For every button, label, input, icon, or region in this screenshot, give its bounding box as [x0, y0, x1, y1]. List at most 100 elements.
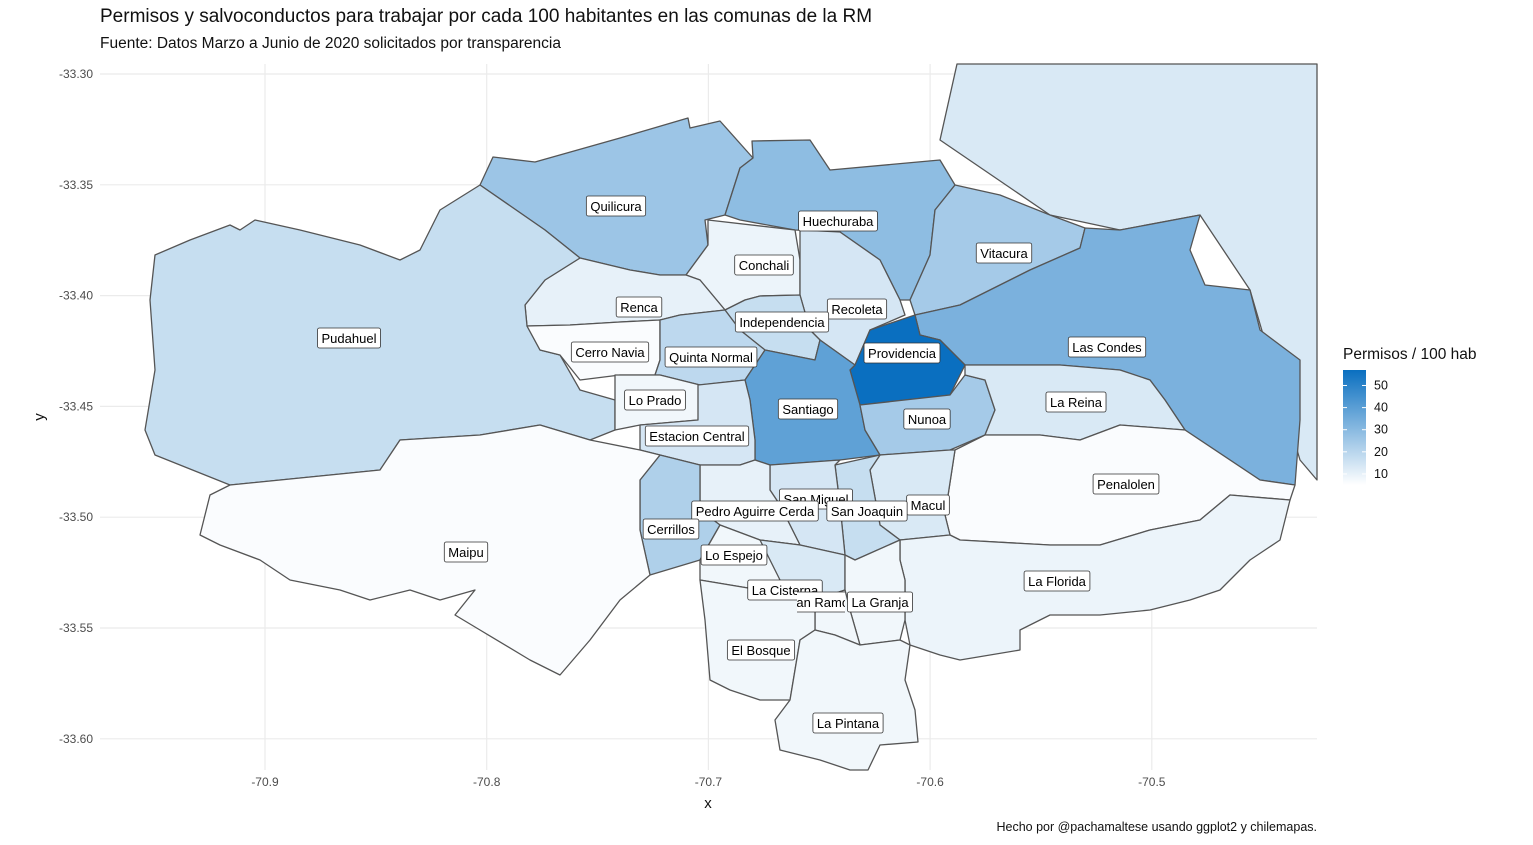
label-san-joaquin: San Joaquin: [826, 500, 908, 522]
y-tick-label: -33.60: [59, 732, 93, 746]
y-tick-label: -33.40: [59, 289, 93, 303]
label-box: [1023, 570, 1091, 592]
label-text: Conchali: [739, 258, 790, 273]
y-tick-label: -33.35: [59, 178, 93, 192]
label-box: [1092, 473, 1160, 495]
label-estacion-central: Estacion Central: [644, 425, 750, 447]
label-text: Maipu: [448, 545, 483, 560]
label-text: San Joaquin: [831, 504, 903, 519]
label-box: [644, 425, 750, 447]
label-huechuraba: Huechuraba: [798, 210, 878, 232]
label-text: La Reina: [1050, 395, 1103, 410]
label-la-granja: La Granja: [847, 591, 913, 613]
label-pudahuel: Pudahuel: [317, 327, 381, 349]
label-text: La Granja: [851, 595, 909, 610]
label-box: [903, 408, 951, 430]
label-providencia: Providencia: [863, 342, 941, 364]
label-box: [798, 210, 878, 232]
x-tick-label: -70.5: [1138, 775, 1166, 789]
label-text: Vitacura: [980, 246, 1028, 261]
legend-tick-label: 30: [1374, 423, 1388, 437]
label-text: Renca: [620, 300, 658, 315]
label-box: [443, 541, 489, 563]
axes: -70.9 -70.8 -70.7 -70.6 -70.5 -33.30 -33.35 -33…: [31, 67, 1166, 812]
map-subtitle: Fuente: Datos Marzo a Junio de 2020 soli…: [100, 35, 561, 52]
label-text: Penalolen: [1097, 477, 1155, 492]
label-text: Lo Prado: [629, 393, 682, 408]
y-tick-label: -33.50: [59, 510, 93, 524]
label-box: [734, 254, 794, 276]
label-box: [642, 518, 700, 540]
y-axis-title: y: [31, 413, 48, 421]
label-box: [1045, 391, 1107, 413]
legend-title: Permisos / 100 hab: [1343, 346, 1477, 363]
label-vitacura: Vitacura: [975, 242, 1033, 264]
label-text: Estacion Central: [649, 429, 744, 444]
label-text: El Bosque: [731, 643, 790, 658]
label-renca: Renca: [615, 296, 663, 318]
x-tick-label: -70.9: [251, 775, 279, 789]
legend-colorbar: 10 20 30 40 50: [1343, 370, 1388, 485]
x-tick-label: -70.8: [473, 775, 501, 789]
label-conchali: Conchali: [734, 254, 794, 276]
label-las-condes: Las Condes: [1067, 336, 1147, 358]
label-cerrillos: Cerrillos: [642, 518, 700, 540]
label-box: [624, 389, 686, 411]
label-quinta-normal: Quinta Normal: [664, 346, 758, 368]
label-la-florida: La Florida: [1023, 570, 1091, 592]
label-box: [585, 195, 647, 217]
label-text: La Pintana: [817, 716, 880, 731]
label-text: Macul: [911, 498, 946, 513]
legend-tick-label: 20: [1374, 445, 1388, 459]
legend-tick-label: 10: [1374, 467, 1388, 481]
label-box: [570, 341, 650, 363]
map-caption: Hecho por @pachamaltese usando ggplot2 y…: [996, 820, 1317, 834]
map-title: Permisos y salvoconductos para trabajar …: [100, 6, 873, 27]
label-lo-prado: Lo Prado: [624, 389, 686, 411]
label-box: [826, 500, 908, 522]
label-nunoa: Nunoa: [903, 408, 951, 430]
label-text: Lo Espejo: [705, 548, 763, 563]
x-tick-label: -70.6: [916, 775, 944, 789]
label-la-reina: La Reina: [1045, 391, 1107, 413]
legend: Permisos / 100 hab: [1343, 346, 1477, 364]
label-quilicura: Quilicura: [585, 195, 647, 217]
label-box: [975, 242, 1033, 264]
x-tick-label: -70.7: [695, 775, 723, 789]
x-axis-title: x: [704, 795, 712, 812]
label-cerro-navia: Cerro Navia: [570, 341, 650, 363]
label-pedro-aguirre-cerda: Pedro Aguirre Cerda: [691, 500, 819, 522]
label-text: Santiago: [782, 402, 833, 417]
label-box: [734, 311, 830, 333]
label-box: [777, 398, 839, 420]
label-text: San Ramon: [788, 595, 857, 610]
comuna-regions: [144, 63, 1318, 771]
label-text: Quilicura: [590, 199, 642, 214]
label-box: [700, 544, 768, 566]
label-maipu: Maipu: [443, 541, 489, 563]
label-box: [691, 500, 819, 522]
comuna-labels: Quilicura Huechuraba Conchali Vitacura Renca…: [317, 195, 1160, 734]
label-text: Pedro Aguirre Cerda: [696, 504, 815, 519]
y-tick-label: -33.30: [59, 67, 93, 81]
label-text: Cerrillos: [647, 522, 695, 537]
label-text: Huechuraba: [803, 214, 875, 229]
label-box: [826, 298, 888, 320]
label-la-pintana: La Pintana: [812, 712, 884, 734]
label-recoleta: Recoleta: [826, 298, 888, 320]
label-text: Providencia: [868, 346, 937, 361]
label-text: Cerro Navia: [575, 345, 645, 360]
label-text: La Florida: [1028, 574, 1087, 589]
label-box: [863, 342, 941, 364]
label-box: [797, 591, 845, 613]
label-box: [664, 346, 758, 368]
region-la-pintana: [774, 629, 919, 771]
label-box: [615, 296, 663, 318]
y-tick-label: -33.55: [59, 621, 93, 635]
label-text: Quinta Normal: [669, 350, 753, 365]
legend-gradient: [1343, 370, 1366, 485]
label-box: [812, 712, 884, 734]
label-text: Independencia: [739, 315, 825, 330]
label-box: [1067, 336, 1147, 358]
